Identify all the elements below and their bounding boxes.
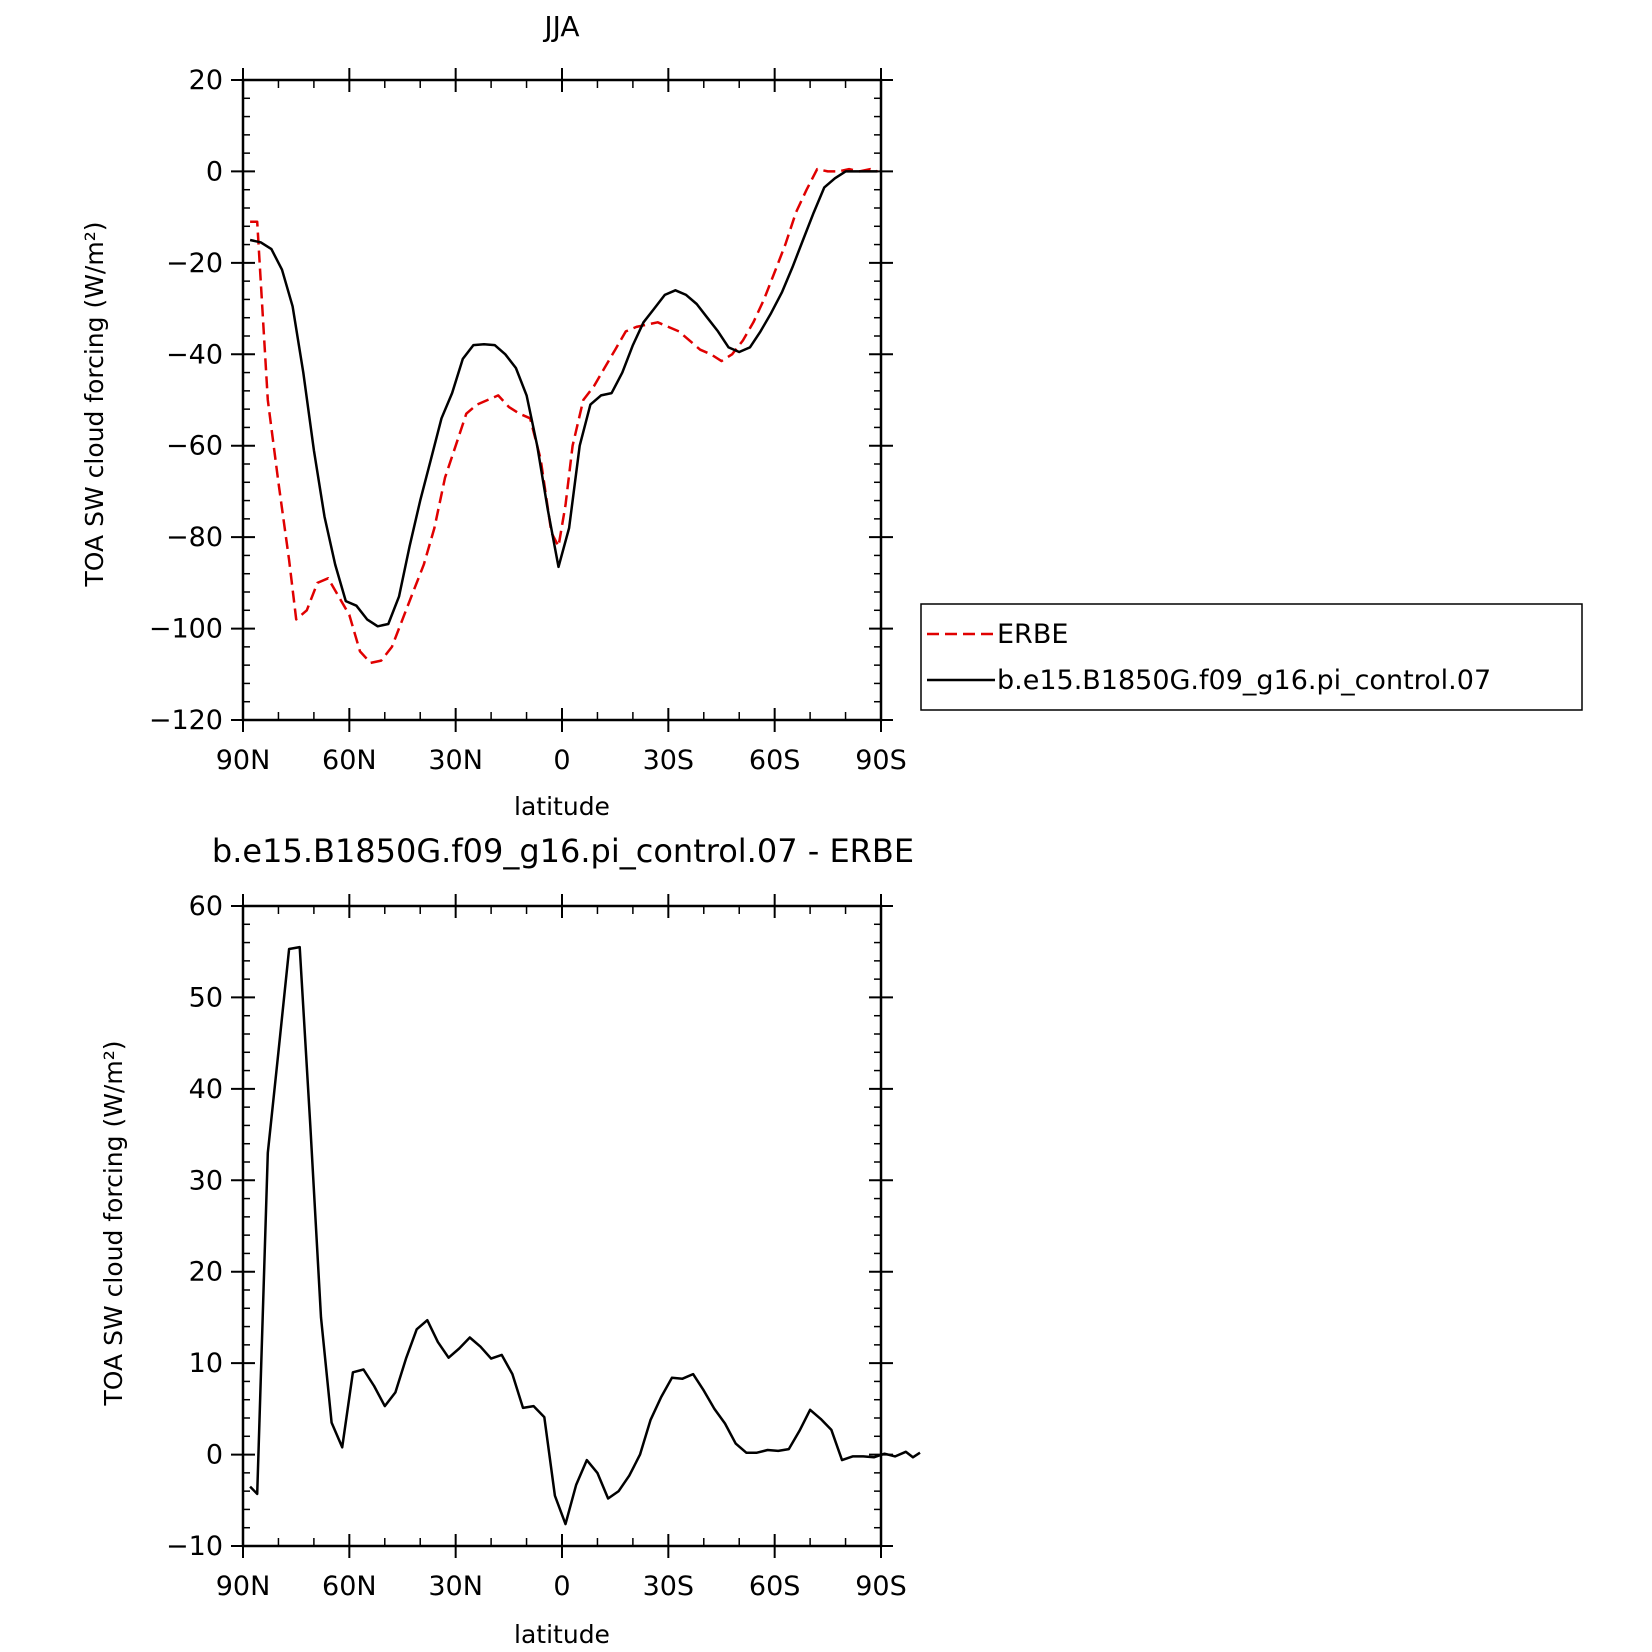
x-tick-label: 60N — [322, 1571, 377, 1602]
y-tick-label: 30 — [189, 1165, 223, 1196]
x-tick-label: 30N — [428, 1571, 483, 1602]
x-tick-label: 0 — [553, 1571, 570, 1602]
y-axis-label: TOA SW cloud forcing (W/m²) — [99, 1041, 128, 1407]
y-tick-label: 0 — [206, 1440, 223, 1471]
y-tick-label: 50 — [189, 982, 223, 1013]
y-tick-label: −80 — [166, 522, 223, 553]
x-axis-label: latitude — [514, 792, 610, 821]
series-line-erbe — [250, 167, 878, 665]
series-layer — [249, 945, 921, 1526]
x-tick-label: 30N — [428, 745, 483, 776]
tick-layer: 90N 60N 30N 0 30S 60S 90S 60 50 40 30 20 10 0 −10 — [166, 891, 907, 1602]
x-tick-label: 90N — [216, 1571, 271, 1602]
x-tick-label: 60N — [322, 745, 377, 776]
bottom-chart-panel: b.e15.B1850G.f09_g16.pi_control.07 - ERB… — [99, 832, 921, 1649]
x-tick-label: 60S — [749, 1571, 801, 1602]
legend-label-model: b.e15.B1850G.f09_g16.pi_control.07 — [997, 665, 1491, 696]
y-tick-label: 10 — [189, 1348, 223, 1379]
x-axis-label: latitude — [514, 1620, 610, 1649]
y-tick-label: −40 — [166, 339, 223, 370]
x-tick-label: 30S — [643, 1571, 695, 1602]
x-tick-label: 90S — [855, 745, 907, 776]
tick-layer: 90N 60N 30N 0 30S 60S 90S 20 0 −20 −40 −60 −80 −100 −1… — [149, 65, 907, 776]
y-tick-label: −60 — [166, 431, 223, 462]
y-tick-label: 0 — [206, 156, 223, 187]
series-line-difference — [249, 945, 921, 1526]
x-tick-label: 0 — [553, 745, 570, 776]
legend-label-erbe: ERBE — [997, 619, 1068, 650]
x-tick-label: 30S — [643, 745, 695, 776]
legend: ERBE b.e15.B1850G.f09_g16.pi_control.07 — [920, 603, 1583, 711]
y-tick-label: −10 — [166, 1531, 223, 1562]
x-tick-label: 90S — [855, 1571, 907, 1602]
y-tick-label: −100 — [149, 614, 223, 645]
y-tick-label: −20 — [166, 248, 223, 279]
plot-frame — [241, 78, 883, 722]
y-tick-label: 20 — [189, 65, 223, 96]
y-axis-label: TOA SW cloud forcing (W/m²) — [80, 222, 109, 588]
legend-box — [920, 603, 1583, 711]
x-tick-label: 60S — [749, 745, 801, 776]
y-tick-label: −120 — [149, 705, 223, 736]
series-line-model — [249, 170, 878, 628]
chart-title: b.e15.B1850G.f09_g16.pi_control.07 - ERB… — [212, 832, 914, 870]
x-tick-label: 90N — [216, 745, 271, 776]
y-tick-label: 40 — [189, 1074, 223, 1105]
chart-title: JJA — [542, 10, 579, 43]
plot-frame — [241, 904, 883, 1548]
top-chart-panel: JJA TOA SW cloud forcing (W/m²) latitude… — [80, 10, 907, 821]
y-tick-label: 60 — [189, 891, 223, 922]
series-layer — [249, 167, 878, 665]
y-tick-label: 20 — [189, 1257, 223, 1288]
